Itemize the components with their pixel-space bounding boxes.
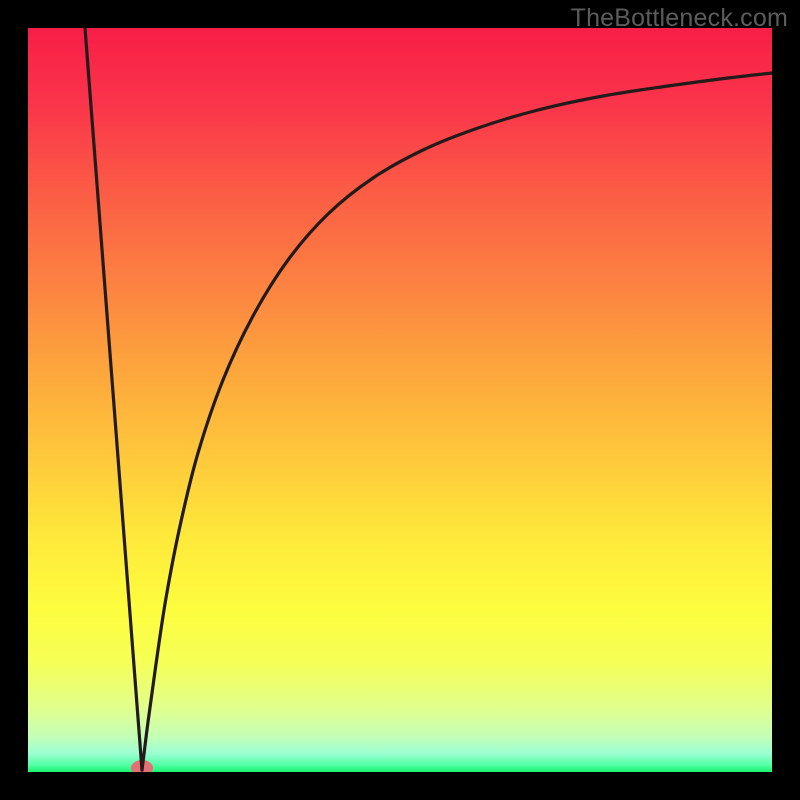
watermark-text: TheBottleneck.com	[571, 4, 788, 33]
gradient-background	[28, 28, 772, 772]
chart-container: TheBottleneck.com	[0, 0, 800, 800]
plot-area	[28, 28, 772, 776]
chart-svg	[0, 0, 800, 800]
